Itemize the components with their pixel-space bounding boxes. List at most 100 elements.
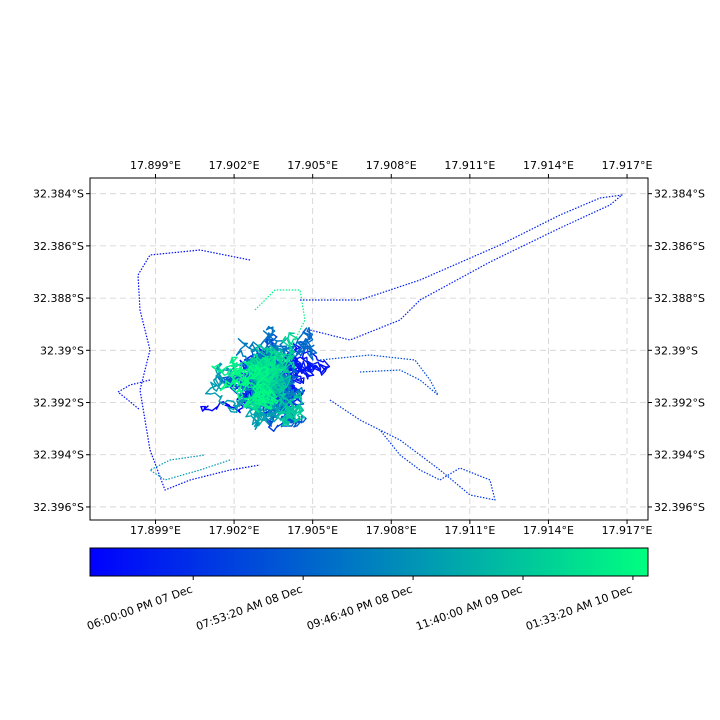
gps-track	[117, 194, 623, 501]
colorbar-ticks: 06:00:00 PM 07 Dec 07:53:20 AM 08 Dec 09:4…	[85, 576, 634, 633]
track-segment	[227, 406, 232, 413]
track-segment	[256, 378, 263, 385]
track-segment	[205, 387, 212, 395]
track-segment	[214, 392, 221, 398]
track-segment	[281, 353, 290, 356]
track-segment	[248, 405, 255, 410]
track-segment	[220, 366, 228, 373]
track-segment	[230, 367, 236, 375]
track-segment	[229, 386, 238, 395]
track-segment	[270, 382, 278, 388]
track-segment	[253, 401, 256, 411]
track-segment	[268, 350, 277, 354]
track-segment	[271, 361, 276, 368]
track-segment	[273, 417, 279, 423]
track-segment	[254, 421, 259, 430]
track-segment	[255, 347, 261, 353]
track-segment	[259, 351, 267, 357]
track-segment	[239, 389, 244, 397]
track-segment	[242, 403, 248, 409]
track-segment	[323, 365, 331, 371]
track-segment	[270, 386, 274, 393]
track-segment	[255, 359, 260, 366]
track-segment	[212, 366, 220, 372]
track-segment	[253, 411, 257, 420]
track-segment	[210, 392, 216, 395]
colorbar-tick-label: 07:53:20 AM 08 Dec	[194, 583, 304, 634]
x-tick-label-top: 17.899°E	[130, 159, 181, 172]
track-segment	[255, 402, 263, 406]
track-segment	[297, 334, 302, 341]
track-segment	[201, 405, 209, 412]
track-segment	[235, 348, 242, 356]
track-segment	[263, 378, 270, 384]
track-segment	[276, 410, 285, 418]
track-segment	[214, 368, 219, 377]
track-segment	[276, 423, 283, 428]
track-segment	[286, 406, 291, 414]
track-segment	[232, 362, 236, 369]
track-segment	[252, 388, 258, 393]
x-tick-label-top: 17.911°E	[444, 159, 495, 172]
track-segment	[281, 337, 289, 343]
x-tick-label-bottom: 17.914°E	[523, 524, 574, 537]
y-tick-label-right: 32.39°S	[654, 344, 698, 357]
track-segment	[307, 344, 315, 350]
track-segment	[218, 373, 222, 381]
track-segment	[280, 414, 288, 422]
x-tick-label-top: 17.917°E	[602, 159, 653, 172]
x-tick-label-top: 17.905°E	[287, 159, 338, 172]
track-segment	[261, 404, 270, 410]
track-segment	[240, 350, 244, 357]
track-segment	[288, 348, 295, 356]
track-segment	[243, 397, 250, 402]
track-segment	[256, 350, 263, 358]
track-segment	[297, 416, 306, 421]
track-segment	[295, 364, 303, 367]
track-segment	[285, 395, 293, 398]
x-tick-label-bottom: 17.899°E	[130, 524, 181, 537]
track-segment	[246, 397, 253, 406]
track-segment	[256, 391, 259, 398]
y-tick-label-right: 32.386°S	[654, 240, 705, 253]
track-excursion	[137, 249, 261, 491]
track-excursion	[319, 354, 439, 396]
track-segment	[237, 338, 246, 346]
track-segment	[272, 414, 279, 419]
track-segment	[215, 402, 221, 410]
track-segment	[296, 377, 305, 381]
track-segment	[310, 353, 314, 361]
x-tick-label-bottom: 17.911°E	[444, 524, 495, 537]
track-segment	[264, 403, 272, 410]
track-segment	[241, 374, 245, 382]
track-segment	[288, 375, 292, 383]
track-segment	[271, 326, 274, 335]
track-segment	[285, 375, 292, 380]
track-segment	[282, 388, 285, 397]
track-segment	[290, 334, 299, 340]
track-segment	[264, 391, 272, 394]
track-segment	[214, 362, 221, 371]
track-segment	[293, 379, 301, 385]
track-segment	[293, 392, 301, 398]
track-segment	[302, 377, 305, 384]
track-segment	[275, 404, 284, 410]
track-segment	[274, 379, 282, 383]
track-segment	[283, 388, 290, 397]
track-segment	[284, 362, 292, 370]
track-segment	[290, 389, 294, 397]
track-segment	[290, 366, 299, 374]
track-segment	[224, 404, 233, 408]
y-tick-label-right: 32.384°S	[654, 188, 705, 201]
track-segment	[262, 330, 270, 337]
track-segment	[222, 399, 229, 406]
track-segment	[312, 367, 321, 372]
track-segment	[314, 366, 322, 371]
track-segment	[295, 347, 303, 355]
track-segment	[227, 368, 232, 374]
track-segment	[281, 353, 290, 359]
track-segment	[320, 366, 327, 374]
track-segment	[309, 334, 314, 341]
map-ticks: 17.899°E 17.899°E 17.902°E 17.902°E 17.905°E…	[33, 159, 705, 537]
track-segment	[262, 382, 270, 389]
